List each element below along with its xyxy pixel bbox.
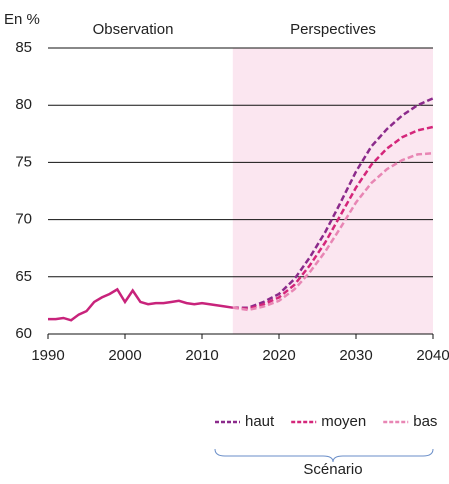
legend-brace	[214, 448, 434, 463]
y-tick-label: 65	[15, 268, 32, 285]
legend-label: moyen	[321, 413, 366, 430]
scenario-line	[232, 97, 434, 309]
y-tick-label: 70	[15, 211, 32, 228]
annotation: Observation	[93, 21, 174, 38]
y-axis-label: En %	[4, 11, 40, 28]
x-tick-label: 2000	[108, 347, 141, 364]
x-tick-label: 2040	[416, 347, 449, 364]
observation-line	[48, 287, 233, 322]
x-tick-label: 2030	[339, 347, 372, 364]
y-tick-label: 75	[15, 153, 32, 170]
x-tick-label: 1990	[31, 347, 64, 364]
y-tick-label: 60	[15, 325, 32, 342]
scenario-line	[232, 125, 434, 311]
y-tick-label: 85	[15, 39, 32, 56]
legend-label: haut	[245, 413, 275, 430]
annotation: Perspectives	[290, 21, 376, 38]
x-tick-label: 2010	[185, 347, 218, 364]
projection-area	[232, 48, 433, 334]
y-tick-label: 80	[15, 96, 32, 113]
x-tick-label: 2020	[262, 347, 295, 364]
scenario-line	[232, 152, 434, 312]
legend-label: bas	[413, 413, 437, 430]
legend-title: Scénario	[303, 461, 362, 478]
